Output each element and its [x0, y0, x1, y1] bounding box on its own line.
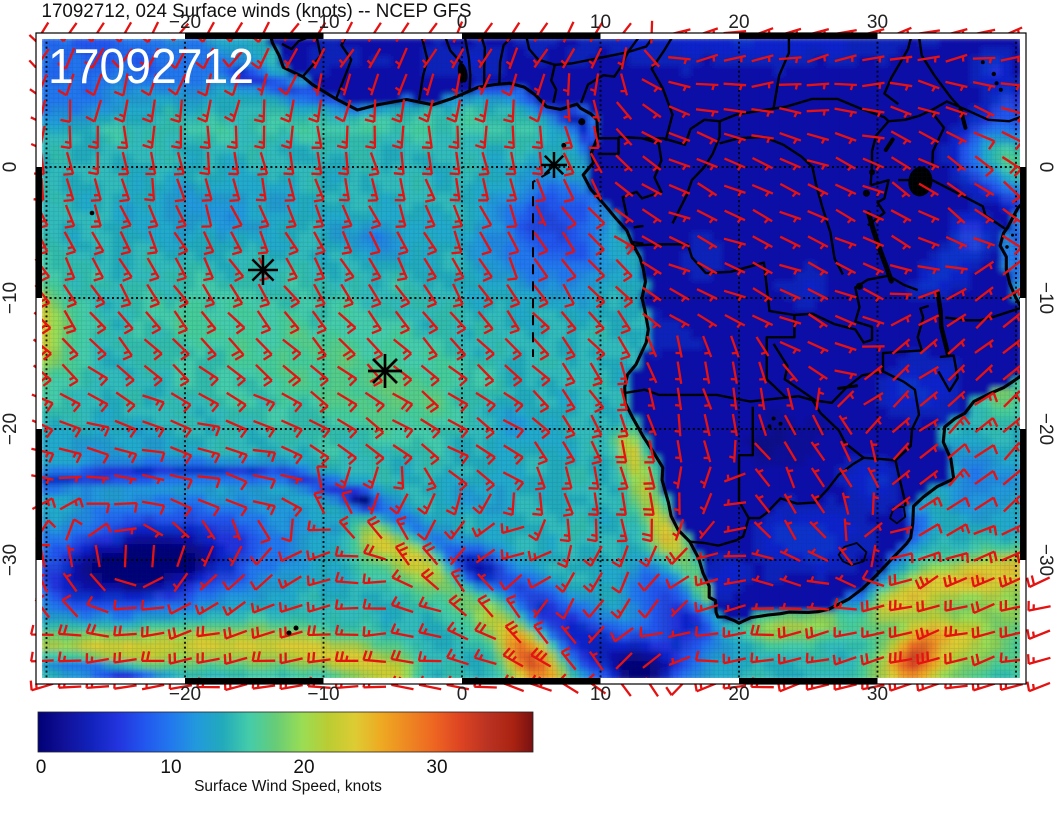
svg-text:20: 20 [293, 757, 314, 778]
svg-text:−20: −20 [169, 684, 201, 705]
svg-text:30: 30 [867, 684, 888, 705]
svg-text:10: 10 [160, 757, 181, 778]
svg-text:−10: −10 [1035, 282, 1056, 314]
svg-text:30: 30 [867, 12, 888, 33]
svg-text:20: 20 [728, 12, 749, 33]
svg-text:−30: −30 [1035, 544, 1056, 576]
svg-text:−10: −10 [0, 282, 21, 314]
svg-text:0: 0 [457, 12, 468, 33]
svg-text:10: 10 [590, 12, 611, 33]
svg-text:−20: −20 [1035, 413, 1056, 445]
svg-text:−20: −20 [169, 12, 201, 33]
svg-text:10: 10 [590, 684, 611, 705]
svg-text:0: 0 [457, 684, 468, 705]
svg-text:−30: −30 [0, 544, 21, 576]
svg-text:20: 20 [728, 684, 749, 705]
svg-text:−10: −10 [307, 12, 339, 33]
svg-text:30: 30 [426, 757, 447, 778]
svg-text:−10: −10 [307, 684, 339, 705]
svg-text:0: 0 [1035, 162, 1056, 173]
svg-text:0: 0 [0, 162, 21, 173]
svg-text:0: 0 [36, 757, 47, 778]
svg-text:Surface Wind Speed, knots: Surface Wind Speed, knots [194, 778, 382, 795]
svg-text:17092712, 024 Surface winds (k: 17092712, 024 Surface winds (knots) -- N… [42, 1, 472, 22]
svg-text:17092712: 17092712 [48, 40, 254, 94]
svg-text:−20: −20 [0, 413, 21, 445]
